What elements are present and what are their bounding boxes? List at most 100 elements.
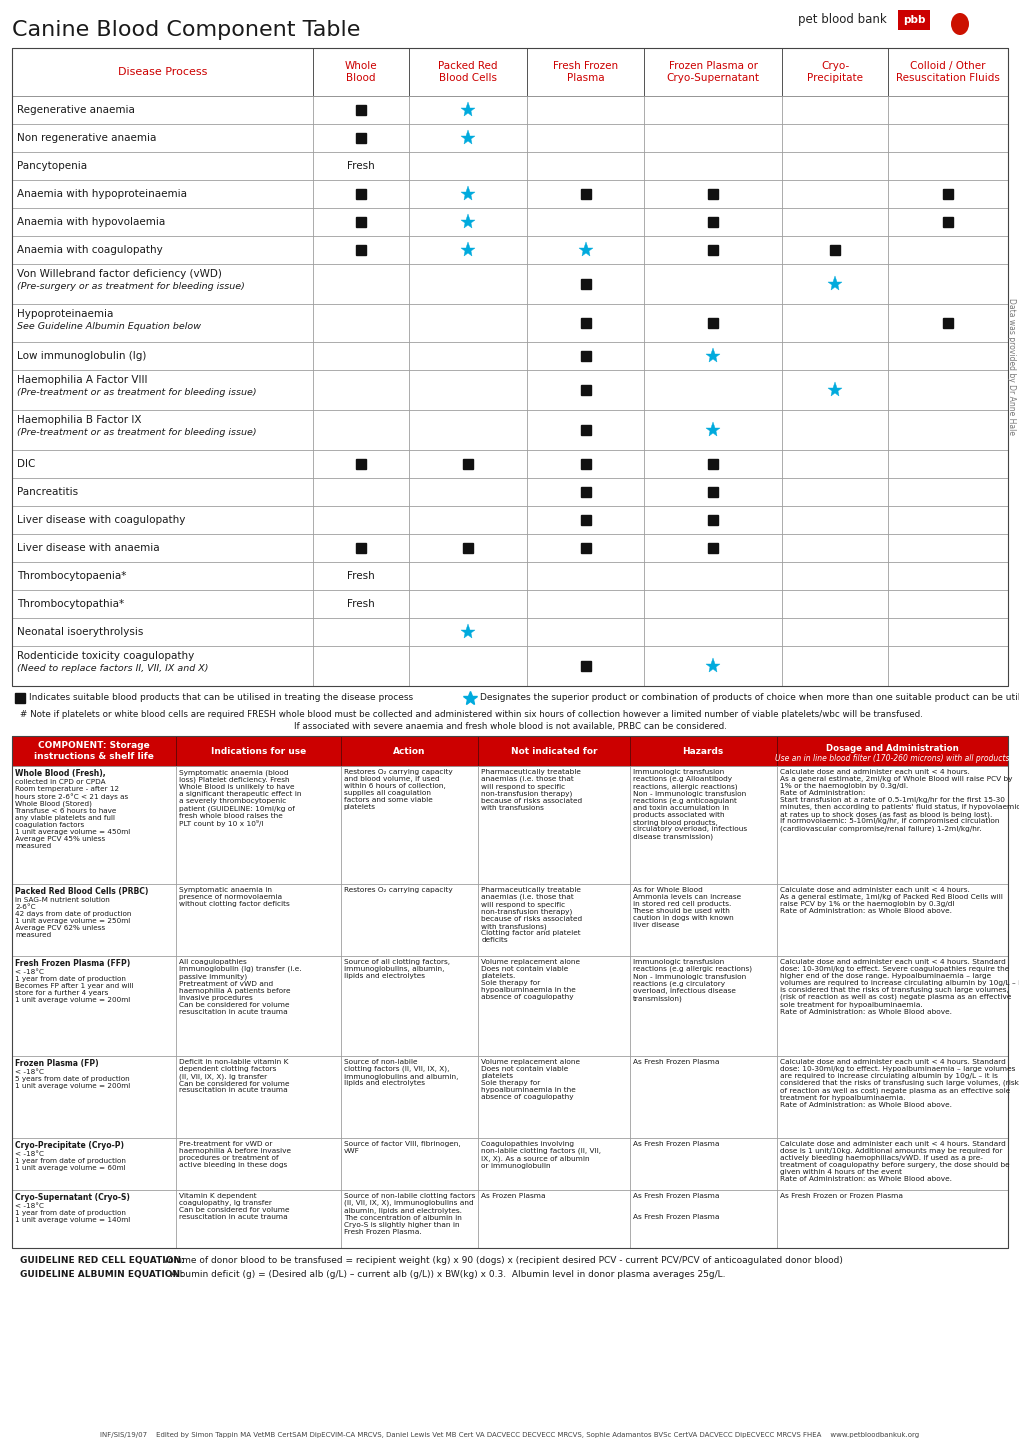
- Text: Source of non-labile
clotting factors (II, VII, IX, X),
immunoglobulins and albu: Source of non-labile clotting factors (I…: [343, 1058, 458, 1086]
- Bar: [313, 124, 409, 151]
- Text: Symptomatic anaemia in
presence of normovolaemia
without clotting factor deficit: Symptomatic anaemia in presence of normo…: [179, 887, 289, 907]
- Bar: [888, 534, 1007, 562]
- Bar: [12, 48, 313, 97]
- Bar: [12, 236, 313, 264]
- Text: Packed Red
Blood Cells: Packed Red Blood Cells: [438, 61, 497, 84]
- Bar: [409, 562, 527, 590]
- Text: Coagulopathies involving
non-labile clotting factors (II, VII,
IX, X). As a sour: Coagulopathies involving non-labile clot…: [481, 1141, 600, 1169]
- Bar: [782, 97, 888, 124]
- Text: Dosage and Administration: Dosage and Administration: [825, 744, 958, 753]
- Text: As Fresh Frozen or Frozen Plasma: As Fresh Frozen or Frozen Plasma: [780, 1193, 902, 1198]
- Text: Frozen Plasma or
Cryo-Supernatant: Frozen Plasma or Cryo-Supernatant: [666, 61, 759, 84]
- Text: Packed Red Blood Cells (PRBC): Packed Red Blood Cells (PRBC): [15, 887, 148, 895]
- Bar: [888, 180, 1007, 208]
- Bar: [629, 766, 776, 884]
- Bar: [409, 477, 527, 506]
- Bar: [340, 766, 478, 884]
- Text: Disease Process: Disease Process: [117, 66, 207, 76]
- Text: Fresh Frozen Plasma (FFP): Fresh Frozen Plasma (FFP): [15, 959, 130, 968]
- Bar: [409, 48, 527, 97]
- Bar: [782, 371, 888, 410]
- Ellipse shape: [950, 13, 968, 35]
- Text: If associated with severe anaemia and fresh whole blood is not available, PRBC c: If associated with severe anaemia and fr…: [293, 722, 726, 731]
- Text: Liver disease with anaemia: Liver disease with anaemia: [17, 544, 159, 552]
- Bar: [12, 884, 176, 956]
- Bar: [478, 766, 629, 884]
- Bar: [12, 450, 313, 477]
- Bar: [888, 304, 1007, 342]
- Text: Immunologic transfusion
reactions (e.g allergic reactions)
Non - Immunologic tra: Immunologic transfusion reactions (e.g a…: [632, 959, 751, 1002]
- Bar: [409, 590, 527, 619]
- Text: Cryo-
Precipitate: Cryo- Precipitate: [806, 61, 862, 84]
- Bar: [409, 304, 527, 342]
- Bar: [782, 180, 888, 208]
- Bar: [176, 735, 340, 766]
- Bar: [888, 97, 1007, 124]
- Text: Rodenticide toxicity coagulopathy: Rodenticide toxicity coagulopathy: [17, 650, 194, 660]
- Bar: [313, 208, 409, 236]
- Bar: [888, 506, 1007, 534]
- Bar: [12, 735, 1007, 1247]
- Text: As for Whole Blood
Ammonia levels can increase
in stored red cell products.
Thes: As for Whole Blood Ammonia levels can in…: [632, 887, 740, 929]
- Bar: [782, 208, 888, 236]
- Bar: [644, 264, 782, 304]
- Bar: [313, 264, 409, 304]
- Bar: [527, 124, 644, 151]
- Bar: [527, 371, 644, 410]
- Bar: [644, 562, 782, 590]
- Text: As Fresh Frozen Plasma: As Fresh Frozen Plasma: [632, 1141, 718, 1146]
- Bar: [527, 151, 644, 180]
- Bar: [782, 304, 888, 342]
- Bar: [12, 646, 313, 686]
- Bar: [782, 590, 888, 619]
- Bar: [888, 208, 1007, 236]
- Bar: [644, 304, 782, 342]
- Bar: [409, 506, 527, 534]
- Text: All coagulopathies
Immunoglobulin (Ig) transfer (i.e.
passive immunity)
Pretreat: All coagulopathies Immunoglobulin (Ig) t…: [179, 959, 302, 1015]
- Bar: [629, 956, 776, 1056]
- Bar: [478, 735, 629, 766]
- Bar: [888, 477, 1007, 506]
- Text: Pancreatitis: Pancreatitis: [17, 487, 78, 497]
- Text: As Fresh Frozen Plasma: As Fresh Frozen Plasma: [632, 1058, 718, 1066]
- Bar: [527, 506, 644, 534]
- Bar: [527, 619, 644, 646]
- Bar: [644, 506, 782, 534]
- Bar: [12, 590, 313, 619]
- Text: (Pre-surgery or as treatment for bleeding issue): (Pre-surgery or as treatment for bleedin…: [17, 283, 245, 291]
- Text: Calculate dose and administer each unit < 4 hours. Standard
dose: 10-30ml/kg to : Calculate dose and administer each unit …: [780, 1058, 1018, 1107]
- Bar: [776, 766, 1007, 884]
- Bar: [340, 1138, 478, 1190]
- Text: < -18°C
1 year from date of production
1 unit average volume = 60ml: < -18°C 1 year from date of production 1…: [15, 1151, 125, 1171]
- Text: Calculate dose and administer each unit < 4 hours.
As a general estimate, 1ml/kg: Calculate dose and administer each unit …: [780, 887, 1002, 914]
- Text: Volume replacement alone
Does not contain viable
platelets
Sole therapy for
hypo: Volume replacement alone Does not contai…: [481, 1058, 580, 1100]
- Text: Action: Action: [392, 747, 425, 756]
- Bar: [176, 766, 340, 884]
- Bar: [409, 534, 527, 562]
- Bar: [776, 956, 1007, 1056]
- Bar: [888, 562, 1007, 590]
- Bar: [176, 1138, 340, 1190]
- Text: Immunologic transfusion
reactions (e.g Alloantibody
reactions, allergic reaction: Immunologic transfusion reactions (e.g A…: [632, 769, 746, 841]
- Bar: [12, 371, 313, 410]
- Bar: [409, 124, 527, 151]
- Bar: [313, 477, 409, 506]
- Bar: [782, 342, 888, 371]
- Text: Pharmaceutically treatable
anaemias (i.e. those that
will respond to specific
no: Pharmaceutically treatable anaemias (i.e…: [481, 769, 582, 810]
- Bar: [644, 477, 782, 506]
- Bar: [527, 646, 644, 686]
- Text: Cryo-Supernatant (Cryo-S): Cryo-Supernatant (Cryo-S): [15, 1193, 129, 1203]
- Bar: [409, 342, 527, 371]
- Text: Anaemia with hypoproteinaemia: Anaemia with hypoproteinaemia: [17, 189, 186, 199]
- Bar: [313, 590, 409, 619]
- Text: Pharmaceutically treatable
anaemias (i.e. those that
will respond to specific
no: Pharmaceutically treatable anaemias (i.e…: [481, 887, 582, 943]
- Bar: [527, 410, 644, 450]
- Text: Volume replacement alone
Does not contain viable
platelets.
Sole therapy for
hyp: Volume replacement alone Does not contai…: [481, 959, 580, 999]
- Bar: [644, 236, 782, 264]
- Bar: [409, 619, 527, 646]
- Bar: [782, 646, 888, 686]
- Text: (Need to replace factors II, VII, IX and X): (Need to replace factors II, VII, IX and…: [17, 663, 208, 673]
- Text: Fresh: Fresh: [346, 571, 375, 581]
- Text: Pre-treatment for vWD or
haemophilia A before invasive
procedures or treatment o: Pre-treatment for vWD or haemophilia A b…: [179, 1141, 291, 1168]
- Bar: [644, 48, 782, 97]
